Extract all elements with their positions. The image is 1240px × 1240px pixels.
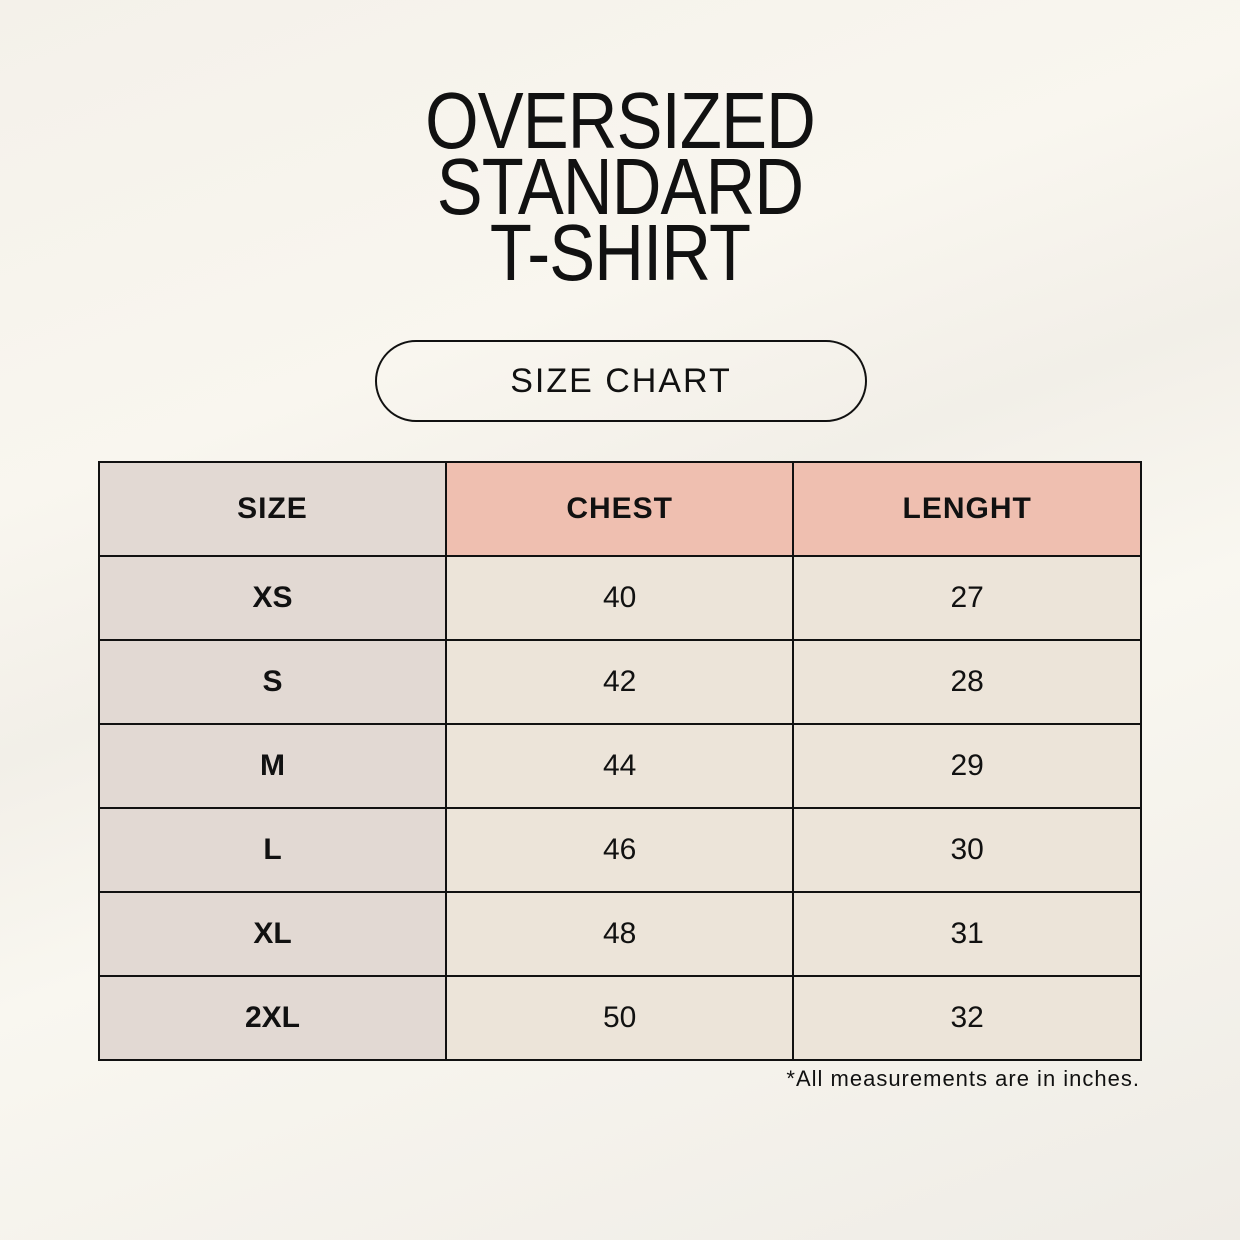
- table-row: L 46 30: [98, 807, 1142, 893]
- cell-length: 30: [792, 807, 1142, 893]
- table-header-row: SIZE CHEST LENGHT: [98, 461, 1142, 557]
- cell-chest: 40: [444, 555, 795, 641]
- cell-length: 29: [792, 723, 1142, 809]
- cell-chest: 50: [444, 975, 795, 1061]
- table-row: M 44 29: [98, 723, 1142, 809]
- cell-length: 28: [792, 639, 1142, 725]
- cell-size: S: [98, 639, 447, 725]
- title-line: STANDARD: [436, 142, 804, 231]
- table-row: XS 40 27: [98, 555, 1142, 641]
- size-chart-badge: SIZE CHART: [375, 340, 867, 422]
- cell-chest: 44: [444, 723, 795, 809]
- cell-chest: 42: [444, 639, 795, 725]
- title-line: OVERSIZED: [425, 76, 816, 165]
- cell-length: 32: [792, 975, 1142, 1061]
- table-row: XL 48 31: [98, 891, 1142, 977]
- cell-size: XS: [98, 555, 447, 641]
- cell-size: XL: [98, 891, 447, 977]
- header-chest: CHEST: [444, 461, 795, 557]
- size-table: SIZE CHEST LENGHT XS 40 27 S 42 28 M 44 29 L 46 30 X…: [98, 461, 1142, 1061]
- cell-size: 2XL: [98, 975, 447, 1061]
- cell-chest: 46: [444, 807, 795, 893]
- header-length: LENGHT: [792, 461, 1142, 557]
- table-row: 2XL 50 32: [98, 975, 1142, 1061]
- title-line: T-SHIRT: [489, 208, 751, 297]
- cell-size: L: [98, 807, 447, 893]
- header-size: SIZE: [98, 461, 447, 557]
- table-row: S 42 28: [98, 639, 1142, 725]
- cell-length: 27: [792, 555, 1142, 641]
- cell-size: M: [98, 723, 447, 809]
- cell-chest: 48: [444, 891, 795, 977]
- footnote: *All measurements are in inches.: [786, 1066, 1140, 1091]
- page-title: OVERSIZED STANDARD T-SHIRT: [0, 76, 1240, 297]
- cell-length: 31: [792, 891, 1142, 977]
